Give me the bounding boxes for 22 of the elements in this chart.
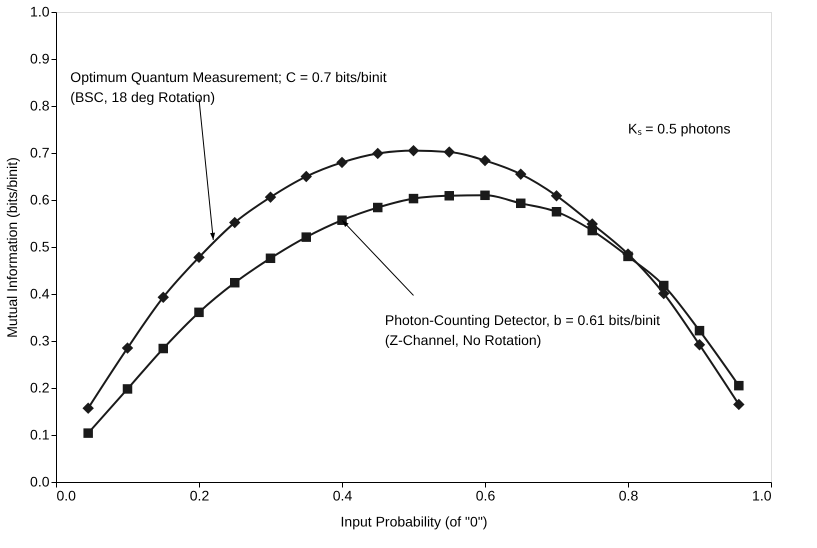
x-tick-label: 0.2 (190, 488, 210, 504)
annotation: Photon-Counting Detector, b = 0.61 bits/binit (Z-Channel, No Rotation) (384, 312, 660, 348)
annotation: Kₛ = 0.5 photons (628, 120, 730, 136)
y-tick-label: 0.1 (30, 426, 50, 442)
y-tick-label: 0.4 (30, 286, 50, 302)
x-axis-title: Input Probability (of "0") (340, 514, 488, 530)
y-tick-label: 0.8 (30, 98, 50, 114)
y-tick-label: 0.9 (30, 50, 50, 66)
x-tick-label: 0.0 (56, 488, 76, 504)
x-tick-label: 0.6 (476, 488, 496, 504)
annotation: Optimum Quantum Measurement; C = 0.7 bits/binit (BSC, 18 deg Rotation) (70, 68, 387, 105)
y-tick-label: 0.0 (30, 474, 50, 490)
y-tick-label: 0.6 (30, 192, 50, 208)
x-tick-label: 0.8 (618, 488, 638, 504)
y-tick-label: 0.7 (30, 144, 50, 160)
x-tick-label: 0.4 (332, 488, 352, 504)
y-axis-title: Mutual Information (bits/binit) (4, 157, 20, 338)
x-tick-label: 1.0 (752, 488, 772, 504)
y-tick-label: 0.3 (30, 332, 50, 348)
y-tick-label: 1.0 (30, 4, 50, 20)
y-tick-label: 0.5 (30, 238, 50, 254)
y-tick-label: 0.2 (30, 380, 50, 396)
